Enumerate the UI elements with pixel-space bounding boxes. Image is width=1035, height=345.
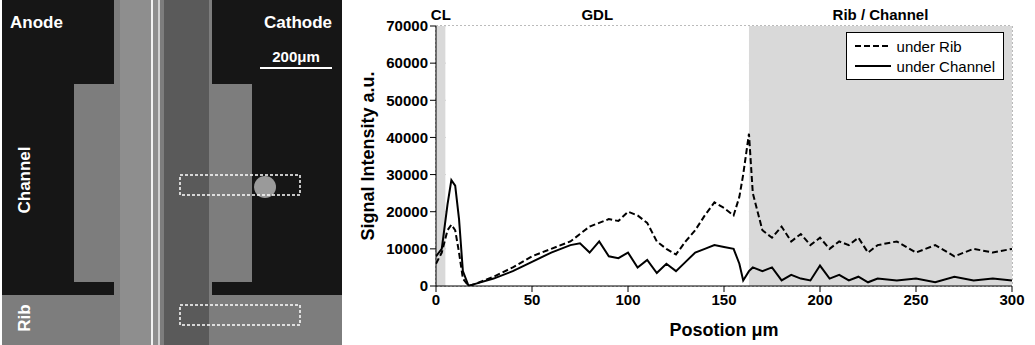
svg-text:GDL: GDL <box>581 6 613 23</box>
svg-text:250: 250 <box>903 291 928 308</box>
svg-text:Signal Intensity a.u.: Signal Intensity a.u. <box>358 71 378 240</box>
svg-text:Posotion μm: Posotion μm <box>669 320 778 340</box>
html-text:under Channel: under Channel <box>896 57 995 75</box>
svg-text:300: 300 <box>999 291 1024 308</box>
svg-text:150: 150 <box>711 291 736 308</box>
svg-text:60000: 60000 <box>386 54 428 71</box>
svg-text:CL: CL <box>431 6 451 23</box>
svg-text:20000: 20000 <box>386 203 428 220</box>
html-text:under Rib: under Rib <box>896 37 962 55</box>
svg-text:50: 50 <box>524 291 541 308</box>
svg-text:Cathode: Cathode <box>264 13 332 32</box>
svg-text:10000: 10000 <box>386 240 428 257</box>
svg-text:70000: 70000 <box>386 17 428 34</box>
svg-text:50000: 50000 <box>386 92 428 109</box>
svg-text:0: 0 <box>420 277 428 294</box>
svg-text:0: 0 <box>432 291 440 308</box>
svg-text:100: 100 <box>615 291 640 308</box>
svg-text:Rib: Rib <box>15 304 34 331</box>
svg-text:40000: 40000 <box>386 129 428 146</box>
svg-text:30000: 30000 <box>386 166 428 183</box>
svg-text:Channel: Channel <box>15 146 34 213</box>
svg-text:200μm: 200μm <box>272 48 320 65</box>
svg-text:Rib / Channel: Rib / Channel <box>833 6 929 23</box>
svg-text:200: 200 <box>807 291 832 308</box>
svg-text:Anode: Anode <box>10 13 63 32</box>
